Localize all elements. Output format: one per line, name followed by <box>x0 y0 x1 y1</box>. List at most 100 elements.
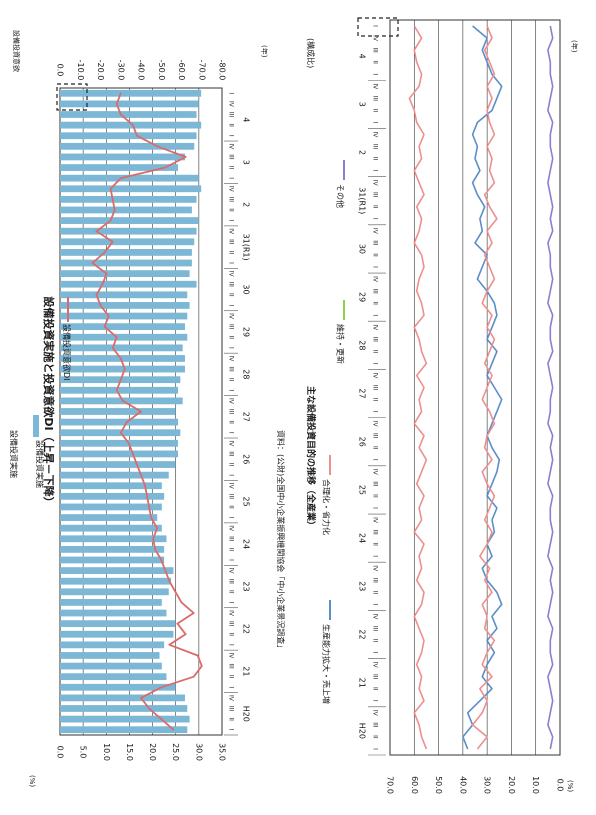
year-label: 30 <box>358 244 367 254</box>
dibi-point <box>119 92 122 95</box>
investment-bar <box>60 132 197 140</box>
purpose-lines <box>408 25 554 750</box>
quarter-label: I <box>228 474 235 476</box>
left-tick-label: 30.0 <box>194 743 203 761</box>
quarter-label: I <box>228 559 235 561</box>
quarter-label: III <box>372 674 379 680</box>
dibi-point <box>124 368 126 370</box>
quarter-label: III <box>228 536 235 542</box>
quarter-label: IV <box>228 525 235 532</box>
left-tick-label: 35.0 <box>218 743 227 761</box>
quarter-label: I <box>228 347 235 349</box>
dibi-point <box>121 400 124 402</box>
investment-bar <box>60 503 162 511</box>
dibi-point <box>103 251 106 254</box>
quarter-label: I <box>372 73 379 75</box>
right-tick-label: -30.0 <box>116 60 125 81</box>
investment-bar <box>60 461 176 468</box>
investment-bar <box>60 89 202 97</box>
quarter-label: I <box>228 686 235 688</box>
dibi-point <box>111 240 114 243</box>
year-label: 23 <box>242 581 251 591</box>
dibi-point <box>99 304 102 307</box>
investment-bar <box>60 206 192 214</box>
investment-bar <box>60 577 172 585</box>
quarter-label: III <box>372 240 379 246</box>
dibi-point <box>150 516 152 519</box>
year-label: 29 <box>242 327 251 337</box>
quarter-label: II <box>372 398 379 402</box>
investment-bar <box>60 482 162 490</box>
dibi-point <box>140 410 142 413</box>
year-label: 4 <box>358 54 367 59</box>
quarter-label: I <box>228 92 235 94</box>
right-tick-label: -50.0 <box>157 60 166 81</box>
quarter-label: I <box>372 459 379 461</box>
dibi-point <box>144 484 146 487</box>
investment-gridlines <box>59 88 223 735</box>
quarter-label: III <box>228 197 235 203</box>
investment-bar <box>60 227 197 235</box>
quarter-label: II <box>372 446 379 450</box>
purpose-recent-highlight <box>357 17 399 37</box>
dibi-point <box>196 654 199 657</box>
purpose-legend: 生産能力拡大・売上増 合理化・省力化 維持・更新 その他 <box>322 160 346 704</box>
purpose-x-labels: IIIIIIIVIIIIIIIVIIIIIIIVIIIIIIIVIIIIIIIV… <box>358 25 386 756</box>
quarter-label: III <box>372 96 379 102</box>
dibi-point <box>176 622 179 625</box>
dibi-point <box>101 283 104 286</box>
dibi-point <box>160 718 163 720</box>
quarter-label: III <box>228 621 235 627</box>
purpose-tick-label: 40.0 <box>458 776 467 794</box>
quarter-label: IV <box>372 565 379 572</box>
dibi-point <box>148 506 150 508</box>
investment-bar <box>60 121 202 129</box>
dibi-point <box>140 474 142 476</box>
year-label: 21 <box>358 678 367 688</box>
year-label: H20 <box>242 706 251 722</box>
dibi-point <box>140 697 142 699</box>
left-axis-title: 設備投資実施 <box>9 430 19 478</box>
dibi-point <box>156 527 158 529</box>
investment-bar <box>60 270 190 278</box>
quarter-label: II <box>372 639 379 643</box>
right-tick-label: -70.0 <box>197 60 206 81</box>
quarter-label: III <box>372 433 379 439</box>
dibi-point <box>192 612 195 614</box>
investment-bar <box>60 259 192 267</box>
investment-bar <box>60 662 162 670</box>
legend-label-2: 維持・更新 <box>336 324 346 364</box>
investment-bar <box>60 280 197 288</box>
investment-bar <box>60 249 192 256</box>
dibi-point <box>200 665 203 667</box>
quarter-label: IV <box>228 228 235 235</box>
right-tick-label: 0.0 <box>56 64 65 77</box>
investment-bar <box>60 344 183 352</box>
dibi-point <box>152 537 154 540</box>
year-label: 31(R1) <box>242 234 251 261</box>
investment-bar <box>60 111 197 118</box>
purpose-tick-label: 10.0 <box>531 776 540 794</box>
dibi-point <box>115 336 118 339</box>
quarter-label: I <box>228 262 235 264</box>
dibi-point <box>184 156 187 158</box>
investment-bar <box>60 195 197 203</box>
investment-bar <box>60 355 185 362</box>
right-tick-label: -40.0 <box>137 60 146 81</box>
year-label: 2 <box>358 150 367 155</box>
investment-chart-title: 設備投資実施と投資意欲DI（上昇－下降） <box>42 296 56 507</box>
quarter-label: III <box>228 239 235 245</box>
dibi-point <box>168 580 171 583</box>
right-tick-label: -60.0 <box>177 60 186 81</box>
dibi-point <box>95 294 98 296</box>
quarter-label: II <box>372 301 379 305</box>
year-label: 26 <box>242 454 251 464</box>
investment-bars <box>60 89 202 734</box>
legend-label-3: その他 <box>336 184 346 208</box>
dibi-point <box>128 442 130 445</box>
quarter-label: II <box>228 548 235 552</box>
investment-bar <box>60 439 179 447</box>
quarter-label: IV <box>372 517 379 524</box>
quarter-label: II <box>228 463 235 467</box>
